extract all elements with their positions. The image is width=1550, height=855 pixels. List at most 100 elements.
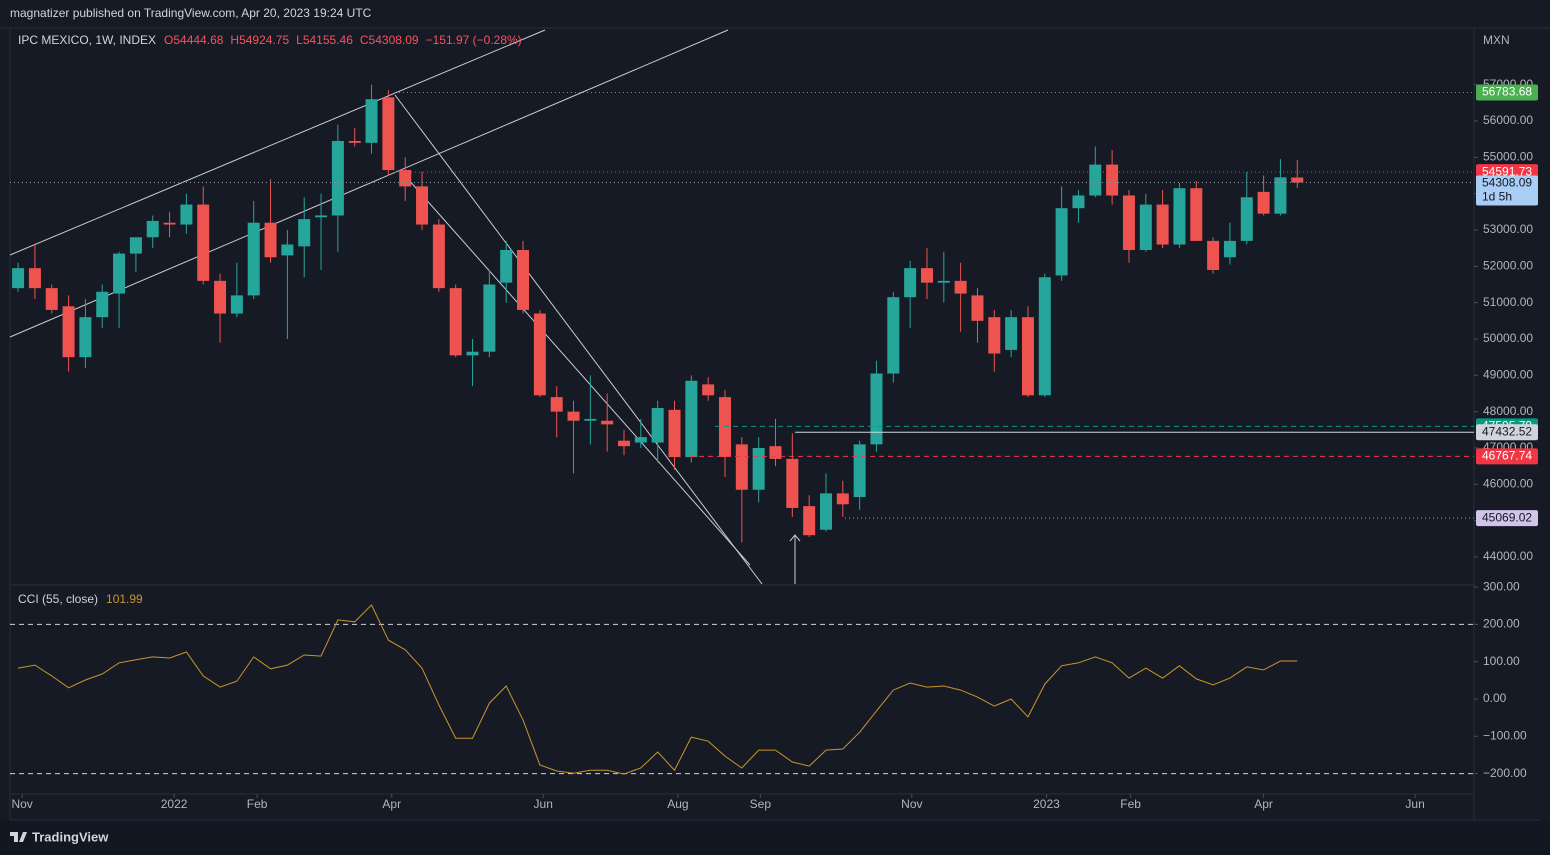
candle-body — [1173, 188, 1186, 245]
x-tick-label: Nov — [901, 797, 922, 811]
candle-body — [1122, 195, 1135, 250]
candle-body — [550, 397, 563, 412]
y-tick-label: −100.00 — [1483, 728, 1527, 742]
candle-body — [668, 409, 681, 458]
brand-logo: TradingView — [10, 829, 109, 844]
candle-body — [1038, 277, 1051, 396]
candle-body — [786, 458, 799, 508]
legend-value: H54924.75 — [230, 33, 289, 47]
candle-body — [1207, 240, 1220, 270]
candle-body — [1291, 177, 1304, 183]
drawings — [9, 29, 801, 585]
y-tick-label: 56000.00 — [1483, 113, 1533, 127]
candle-body — [803, 506, 816, 536]
candle-body — [971, 295, 984, 321]
price-badge-label: 46767.74 — [1482, 449, 1532, 463]
candle-body — [399, 170, 412, 187]
candle-body — [230, 295, 243, 314]
candle-body — [567, 411, 580, 421]
price-badge — [1476, 510, 1538, 527]
candle-body — [1156, 204, 1169, 245]
candle-body — [904, 268, 917, 298]
candle-body — [62, 306, 75, 358]
candle-body — [28, 268, 41, 289]
candle-body — [685, 380, 698, 458]
publisher: magnatizer published on TradingView.com,… — [10, 6, 372, 20]
y-tick-label: 50000.00 — [1483, 331, 1533, 345]
candle-body — [45, 288, 58, 310]
candle-body — [365, 99, 378, 143]
candle-body — [1190, 188, 1203, 241]
price-badge — [1476, 448, 1538, 465]
candle-body — [500, 249, 513, 283]
y-tick-label: 100.00 — [1483, 654, 1520, 668]
candle-body — [601, 420, 614, 425]
x-tick-label: Apr — [382, 797, 401, 811]
symbol-title: IPC MEXICO, 1W, INDEX — [18, 33, 156, 47]
candle-body — [483, 284, 496, 352]
candle-body — [1106, 164, 1119, 196]
candle-body — [1274, 177, 1287, 214]
x-tick-label: 2023 — [1033, 797, 1060, 811]
cci-value: 101.99 — [106, 592, 143, 606]
currency: MXN — [1483, 33, 1510, 47]
candle-body — [819, 493, 832, 530]
candle-body — [618, 440, 631, 447]
candle-body — [719, 397, 732, 458]
y-tick-label: 300.00 — [1483, 579, 1520, 593]
trend-line — [394, 94, 763, 585]
candle-body — [331, 140, 344, 216]
trend-line — [9, 29, 729, 338]
cci-line — [18, 604, 1298, 775]
candle-body — [315, 215, 328, 218]
candle-body — [954, 280, 967, 294]
x-tick-label: Jun — [1405, 797, 1424, 811]
trend-line — [399, 169, 751, 566]
candle-body — [651, 408, 664, 443]
x-tick-label: Aug — [667, 797, 688, 811]
candle-body — [129, 237, 142, 254]
candle-body — [298, 219, 311, 247]
footer-bar — [0, 820, 1550, 855]
candle-body — [348, 140, 361, 143]
candle-body — [735, 444, 748, 490]
candle-body — [1072, 195, 1085, 209]
price-badge-label: 45069.02 — [1482, 510, 1532, 524]
candle-body — [853, 444, 866, 498]
candle-body — [517, 249, 530, 310]
brand: TradingView — [32, 829, 109, 844]
arrow-head — [789, 534, 801, 542]
candle-body — [197, 204, 210, 281]
candle-body — [264, 222, 277, 258]
y-tick-label: 51000.00 — [1483, 295, 1533, 309]
indicator-title: CCI (55, close) — [18, 592, 98, 606]
candle-body — [416, 186, 429, 225]
candle-body — [870, 373, 883, 445]
legend-value: O54444.68 — [164, 33, 224, 47]
x-tick-label: Apr — [1254, 797, 1273, 811]
price-badge-label: 47432.52 — [1482, 424, 1532, 438]
candle-body — [769, 446, 782, 459]
y-tick-label: 46000.00 — [1483, 476, 1533, 490]
x-tick-label: Nov — [11, 797, 32, 811]
y-tick-label: 53000.00 — [1483, 222, 1533, 236]
candle-body — [180, 204, 193, 225]
candle-body — [920, 268, 933, 283]
candle-body — [533, 313, 546, 396]
candle-body — [1257, 191, 1270, 214]
y-tick-label: 55000.00 — [1483, 150, 1533, 164]
candle-body — [163, 222, 176, 225]
y-tick-label: 52000.00 — [1483, 259, 1533, 273]
candle-body — [12, 268, 25, 289]
price-badge — [1476, 84, 1538, 101]
candle-body — [584, 418, 597, 421]
candle-body — [1055, 208, 1068, 276]
price-badge-label: 56783.68 — [1482, 85, 1532, 99]
candle-body — [937, 280, 950, 283]
x-tick-label: Jun — [534, 797, 553, 811]
candle-body — [1005, 317, 1018, 350]
legend-value: −151.97 (−0.28%) — [426, 33, 522, 47]
price-badge — [1476, 175, 1538, 206]
